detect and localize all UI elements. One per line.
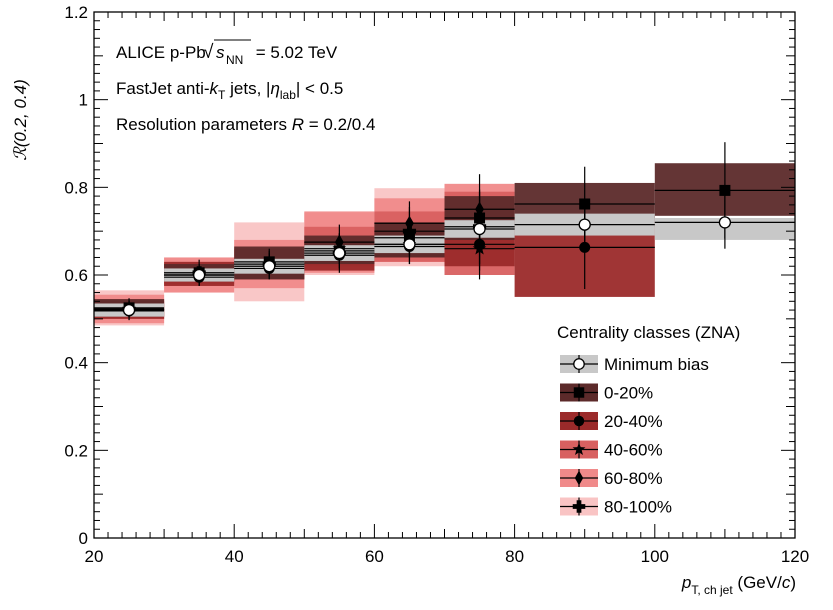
marker-Minimum bias: [718, 216, 732, 229]
y-tick-label: 0.4: [64, 354, 88, 373]
y-tick-label: 1.2: [64, 3, 88, 22]
x-tick-label: 100: [641, 547, 669, 566]
marker-Minimum bias: [473, 222, 486, 236]
legend-label-20-40%: 20-40%: [604, 412, 663, 431]
marker-0-20%: [579, 198, 591, 210]
marker-80-100%: [402, 224, 417, 238]
marker-Minimum bias: [333, 246, 346, 260]
marker-0-20%: [719, 184, 731, 196]
y-tick-label: 0.2: [64, 441, 88, 460]
legend-label-0-20%: 0-20%: [604, 384, 653, 403]
x-axis-label: pT, ch jet (GeV/c): [681, 573, 796, 597]
x-tick-label: 40: [225, 547, 244, 566]
y-tick-label: 0: [79, 529, 88, 548]
marker-Minimum bias: [403, 238, 416, 251]
annotation-line-2: FastJet anti-kT jets, |ηlab| < 0.5: [116, 79, 343, 102]
legend-title: Centrality classes (ZNA): [557, 323, 740, 342]
marker-Minimum bias: [192, 268, 206, 282]
legend-marker-80-100%: [572, 500, 586, 513]
marker-0-20%: [474, 212, 486, 224]
legend-marker-40-60%: [572, 442, 586, 455]
annotation-sqrt-sign: √: [203, 42, 214, 63]
y-tick-label: 1: [79, 91, 88, 110]
tick-labels: 20 40 60 80 100 120 0 0.2 0.4 0.6 0.8 1 1.2: [64, 3, 809, 566]
y-tick-label: 0.8: [64, 178, 88, 197]
marker-60-80%: [405, 215, 414, 231]
marker-Minimum bias: [122, 303, 136, 317]
annotation-line-1: ALICE p-Pb: [116, 43, 206, 62]
x-tick-label: 60: [365, 547, 384, 566]
axis-ticks: [93, 11, 796, 539]
annotation-sqrt-sub: NN: [226, 53, 243, 67]
x-tick-label: 80: [505, 547, 524, 566]
legend-marker-20-40%: [573, 415, 585, 427]
legend-label-80-100%: 80-100%: [604, 498, 672, 517]
y-tick-label: 0.6: [64, 266, 88, 285]
marker-0-20%: [403, 232, 415, 244]
data-markers: [122, 184, 732, 318]
legend-marker-Minimum bias: [573, 358, 585, 370]
marker-Minimum bias: [578, 218, 591, 231]
legend-label-Minimum bias: Minimum bias: [604, 355, 709, 374]
legend-label-60-80%: 60-80%: [604, 469, 663, 488]
legend-marker-60-80%: [574, 470, 584, 486]
marker-Minimum bias: [263, 260, 276, 273]
legend-label-40-60%: 40-60%: [604, 441, 663, 460]
x-tick-label: 20: [85, 547, 104, 566]
legend-marker-0-20%: [573, 387, 585, 398]
x-tick-label: 120: [781, 547, 809, 566]
marker-20-40%: [579, 241, 591, 253]
annotation-line-3: Resolution parameters R = 0.2/0.4: [116, 115, 375, 134]
legend: Centrality classes (ZNA) Minimum bias 0-2…: [557, 323, 740, 517]
marker-20-40%: [474, 238, 486, 250]
annotation-sqrt-s: s: [216, 43, 225, 62]
annotation-line-1-suffix: = 5.02 TeV: [251, 43, 338, 62]
y-axis-label: ℛ(0.2, 0.4): [11, 79, 30, 161]
